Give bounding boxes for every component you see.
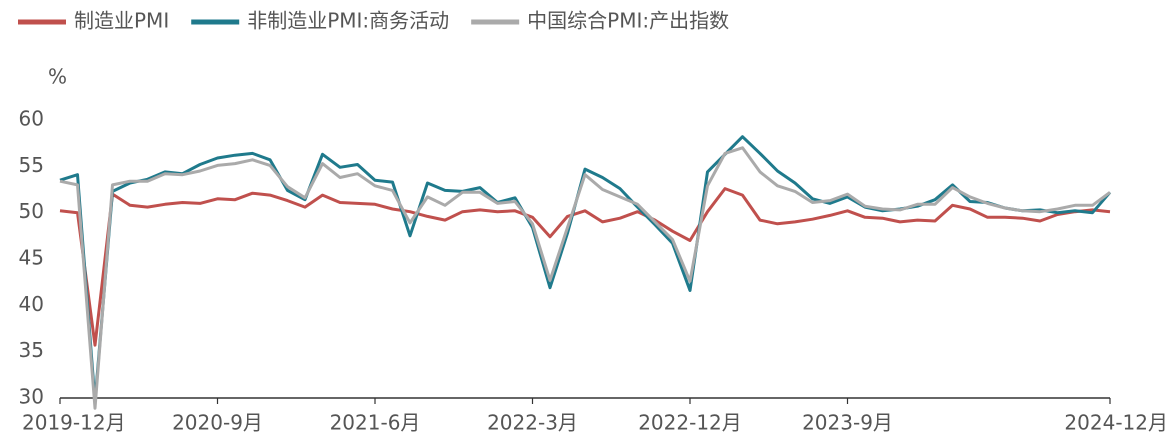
series-line — [59, 146, 1111, 410]
y-tick-label: 45 — [19, 246, 44, 270]
x-tick-label: 2023-9月 — [802, 411, 893, 435]
y-tick-label: 55 — [19, 153, 44, 177]
legend-label: 非制造业PMI:商务活动 — [247, 9, 449, 33]
y-tick-label: 50 — [19, 199, 44, 223]
y-tick-label: 40 — [19, 292, 44, 316]
x-tick-label: 2019-12月 — [22, 411, 126, 435]
x-tick-label: 2021-6月 — [330, 411, 421, 435]
x-tick-label: 2020-9月 — [172, 411, 263, 435]
y-axis-label: % — [48, 65, 67, 89]
series-line — [59, 135, 1112, 404]
series-line — [59, 187, 1111, 347]
y-tick-label: 60 — [19, 107, 44, 131]
y-tick-label: 35 — [19, 338, 44, 362]
legend-label: 中国综合PMI:产出指数 — [527, 9, 729, 33]
legend-label: 制造业PMI — [74, 9, 169, 33]
x-tick-label: 2024-12月 — [1064, 411, 1168, 435]
y-tick-label: 30 — [19, 385, 44, 409]
x-tick-label: 2022-3月 — [487, 411, 578, 435]
x-tick-label: 2022-12月 — [638, 411, 742, 435]
